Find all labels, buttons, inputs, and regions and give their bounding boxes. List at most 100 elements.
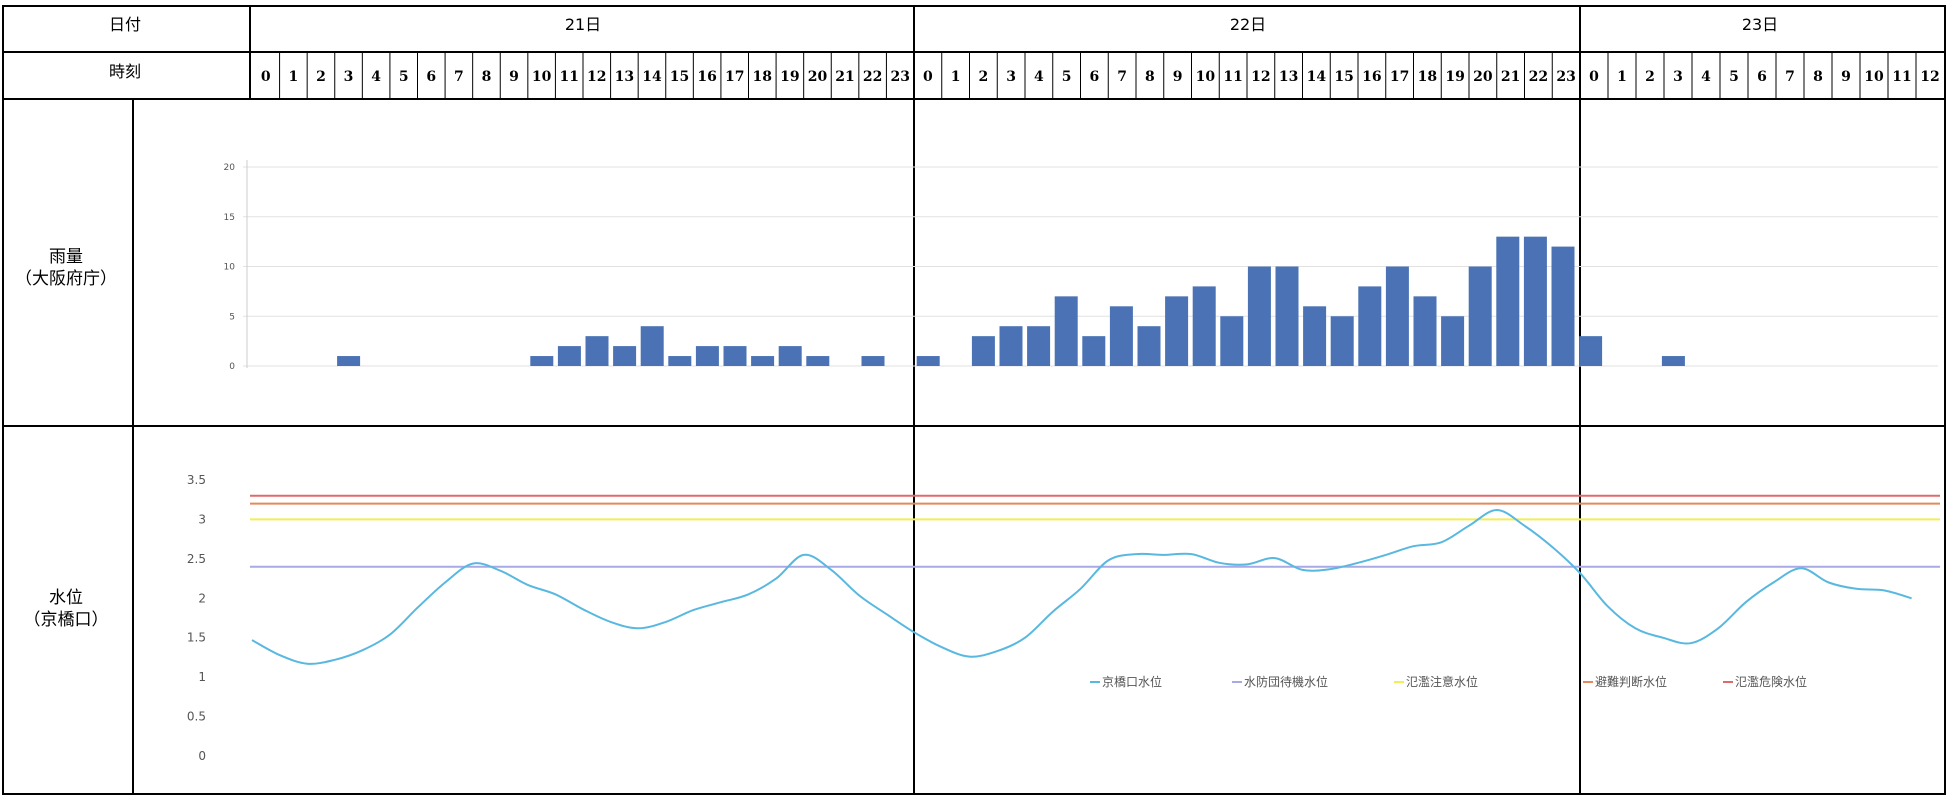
rain-bar	[585, 336, 609, 366]
hour-label: 8	[1813, 69, 1823, 85]
hour-label: 7	[454, 69, 464, 85]
rain-ytick-label: 15	[224, 213, 235, 223]
date-header: 日付	[109, 15, 141, 34]
rain-bar	[1330, 316, 1354, 366]
kyobashi-water-level-line	[251, 508, 1912, 665]
hour-label: 1	[289, 69, 299, 85]
day-23-label: 23日	[1742, 15, 1778, 34]
time-header: 時刻	[109, 62, 141, 81]
rain-bar	[1027, 326, 1051, 366]
legend-label: 氾濫危険水位	[1735, 674, 1807, 689]
hour-label: 12	[1920, 69, 1939, 85]
rain-bar	[916, 356, 940, 366]
hour-label: 5	[399, 69, 409, 85]
hour-label: 5	[1062, 69, 1072, 85]
rain-row-sublabel: （大阪府庁）	[15, 269, 117, 289]
rain-bar	[999, 326, 1023, 366]
hour-label: 6	[1757, 69, 1767, 85]
hour-label: 23	[1556, 69, 1575, 85]
hour-label: 8	[1145, 69, 1155, 85]
table-grid	[2, 5, 1946, 795]
hour-label: 21	[835, 69, 854, 85]
hour-label: 23	[890, 69, 909, 85]
rain-bar	[1137, 326, 1161, 366]
hour-label: 14	[1307, 69, 1327, 85]
rain-bar	[1551, 246, 1575, 366]
hour-label: 15	[670, 69, 689, 85]
rain-bar	[557, 346, 581, 366]
hour-label: 13	[1279, 69, 1298, 85]
day-21-label: 21日	[565, 15, 601, 34]
rain-bar	[778, 346, 802, 366]
hour-label: 13	[615, 69, 634, 85]
hour-label: 12	[1251, 69, 1270, 85]
level-row-sublabel: （京橋口）	[24, 610, 109, 630]
hour-label: 0	[1589, 69, 1599, 85]
rain-bar	[695, 346, 719, 366]
hour-label: 6	[1090, 69, 1100, 85]
rain-bar	[806, 356, 830, 366]
rain-bar	[1109, 306, 1133, 366]
hour-label: 11	[559, 69, 578, 85]
rain-ytick-label: 10	[224, 263, 236, 273]
hour-label: 0	[261, 69, 271, 85]
level-ytick-label: 1.5	[187, 631, 206, 645]
water-level-chart: 0 0.5 1 1.5 2 2.5 3 3.5 京橋口水位 水防団待機水位 氾濫注意水位 避難判断水位…	[187, 473, 1940, 763]
level-row-label: 水位	[49, 588, 83, 608]
rain-bar	[1082, 336, 1106, 366]
rain-bar	[640, 326, 664, 366]
hour-label: 20	[808, 69, 828, 85]
hour-label: 12	[587, 69, 606, 85]
rain-bar	[723, 346, 747, 366]
day-22-label: 22日	[1230, 15, 1266, 34]
hour-label: 1	[951, 69, 961, 85]
hour-label: 21	[1501, 69, 1520, 85]
rain-bar	[1192, 286, 1216, 366]
legend-label: 水防団待機水位	[1244, 674, 1328, 689]
rain-bar	[1441, 316, 1465, 366]
rain-bar	[1413, 296, 1437, 366]
rain-bar	[1496, 236, 1520, 366]
rain-row-label: 雨量	[49, 247, 83, 267]
level-ytick-label: 3.5	[187, 473, 206, 487]
rain-bar	[1220, 316, 1244, 366]
rain-bar	[337, 356, 361, 366]
level-ytick-label: 3	[198, 512, 206, 526]
rain-bar	[1054, 296, 1078, 366]
hour-label: 3	[1673, 69, 1683, 85]
legend-label: 避難判断水位	[1595, 674, 1667, 689]
hour-label: 3	[344, 69, 354, 85]
hour-label: 10	[1196, 69, 1216, 85]
level-ytick-label: 0	[198, 749, 206, 763]
hour-label: 8	[482, 69, 492, 85]
hour-label: 18	[753, 69, 772, 85]
rain-bar	[1165, 296, 1189, 366]
rain-bar	[1385, 266, 1409, 366]
hour-label: 15	[1334, 69, 1353, 85]
hour-label: 4	[1034, 69, 1044, 85]
rain-bar	[613, 346, 637, 366]
rain-bar	[751, 356, 775, 366]
hour-label: 19	[780, 69, 799, 85]
rain-bar	[971, 336, 995, 366]
rain-bar	[1303, 306, 1327, 366]
hour-label: 2	[979, 69, 989, 85]
level-ytick-label: 1	[198, 670, 206, 684]
hour-label: 3	[1006, 69, 1016, 85]
hour-label: 9	[1173, 69, 1183, 85]
hour-label: 10	[532, 69, 552, 85]
hour-label: 6	[426, 69, 436, 85]
hour-label: 22	[863, 69, 882, 85]
rainfall-chart: 0 5 10 15 20	[224, 160, 1938, 372]
rain-ytick-label: 5	[229, 312, 235, 322]
hour-label: 9	[1841, 69, 1851, 85]
rain-ytick-label: 20	[224, 163, 236, 173]
hour-label: 16	[697, 69, 716, 85]
rain-bar	[1275, 266, 1299, 366]
hour-label: 7	[1785, 69, 1795, 85]
hour-label: 22	[1529, 69, 1548, 85]
hour-label: 17	[725, 69, 744, 85]
rain-bar	[1523, 236, 1547, 366]
hour-label: 7	[1117, 69, 1127, 85]
